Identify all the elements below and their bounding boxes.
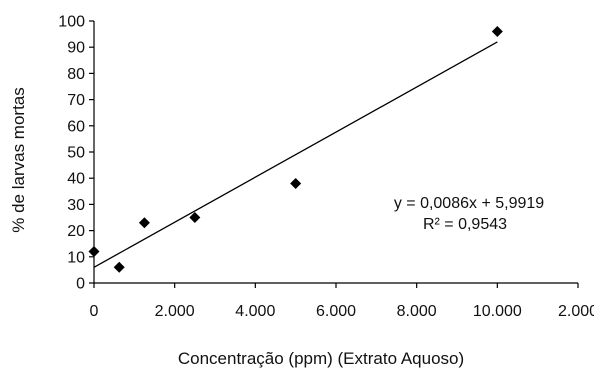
x-tick-label: 10.000 xyxy=(473,303,522,320)
y-tick-label: 90 xyxy=(67,40,85,57)
y-tick-label: 80 xyxy=(67,66,85,83)
x-axis: 0 2.000 4.000 6.000 8.000 10.000 2.000 xyxy=(90,282,594,320)
data-point xyxy=(189,212,201,223)
y-tick-label: 100 xyxy=(58,14,85,31)
data-point xyxy=(113,261,125,273)
trendline xyxy=(93,41,498,268)
data-point xyxy=(88,246,100,258)
y-tick-label: 70 xyxy=(67,92,85,109)
y-axis-title: % de larvas mortas xyxy=(9,87,28,233)
x-tick-label: 2.000 xyxy=(558,303,594,320)
data-point xyxy=(290,177,302,189)
x-tick-label: 2.000 xyxy=(155,303,195,320)
y-axis: 0 10 20 30 40 50 60 70 80 90 100 xyxy=(58,14,95,293)
x-tick-label: 6.000 xyxy=(316,303,356,320)
y-tick-label: 20 xyxy=(67,223,85,240)
data-points xyxy=(88,25,503,273)
y-tick-label: 50 xyxy=(67,145,85,162)
trendline-equation: y = 0,0086x + 5,9919 xyxy=(394,195,544,212)
trendline-r-squared: R² = 0,9543 xyxy=(423,216,507,233)
y-tick-label: 60 xyxy=(67,118,85,135)
x-axis-title: Concentração (ppm) (Extrato Aquoso) xyxy=(178,349,464,368)
y-tick-label: 40 xyxy=(67,171,85,188)
y-tick-label: 30 xyxy=(67,197,85,214)
y-tick-label: 10 xyxy=(67,249,85,266)
x-tick-label: 0 xyxy=(90,303,99,320)
x-tick-label: 4.000 xyxy=(235,303,275,320)
y-tick-label: 0 xyxy=(76,276,85,293)
data-point xyxy=(491,25,503,37)
data-point xyxy=(138,217,150,229)
trendline-group xyxy=(93,41,498,268)
x-tick-label: 8.000 xyxy=(397,303,437,320)
